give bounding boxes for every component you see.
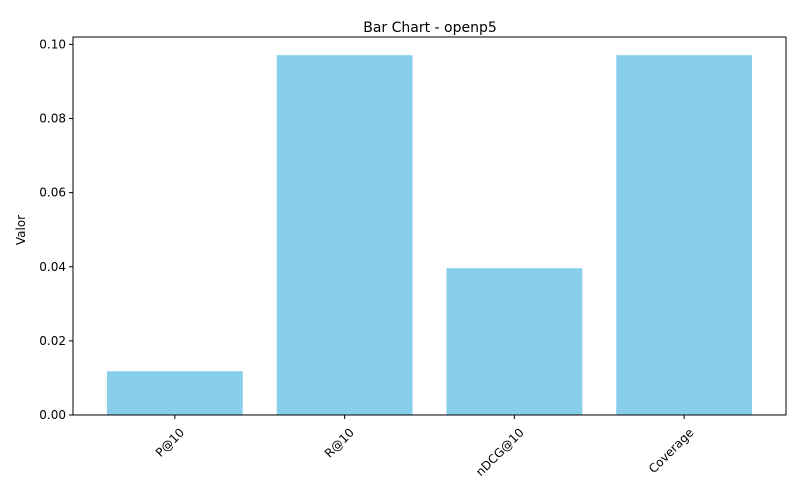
bars bbox=[106, 55, 753, 416]
y-axis-label: Valor bbox=[14, 215, 28, 245]
y-tick-label: 0.08 bbox=[39, 112, 66, 126]
bar-ndcg-10 bbox=[446, 268, 583, 415]
x-tick-label: nDCG@10 bbox=[473, 425, 527, 479]
bar-coverage bbox=[616, 55, 753, 416]
bar-r-10 bbox=[276, 55, 413, 416]
bar-p-10 bbox=[106, 371, 243, 415]
chart-title: Bar Chart - openp5 bbox=[363, 20, 497, 36]
x-axis-ticks: P@10 R@10 nDCG@10 Coverage bbox=[153, 415, 697, 479]
y-tick-label: 0.04 bbox=[39, 260, 66, 274]
x-tick-label: Coverage bbox=[646, 425, 697, 476]
y-tick-label: 0.06 bbox=[39, 186, 66, 200]
y-tick-label: 0.02 bbox=[39, 334, 66, 348]
plot-frame bbox=[72, 36, 787, 416]
x-tick-label: R@10 bbox=[322, 425, 357, 460]
y-tick-label: 0.00 bbox=[39, 408, 66, 422]
y-axis-ticks: 0.00 0.02 0.04 0.06 0.08 0.10 bbox=[39, 37, 73, 422]
x-tick-label: P@10 bbox=[153, 425, 187, 459]
y-tick-label: 0.10 bbox=[39, 37, 66, 51]
